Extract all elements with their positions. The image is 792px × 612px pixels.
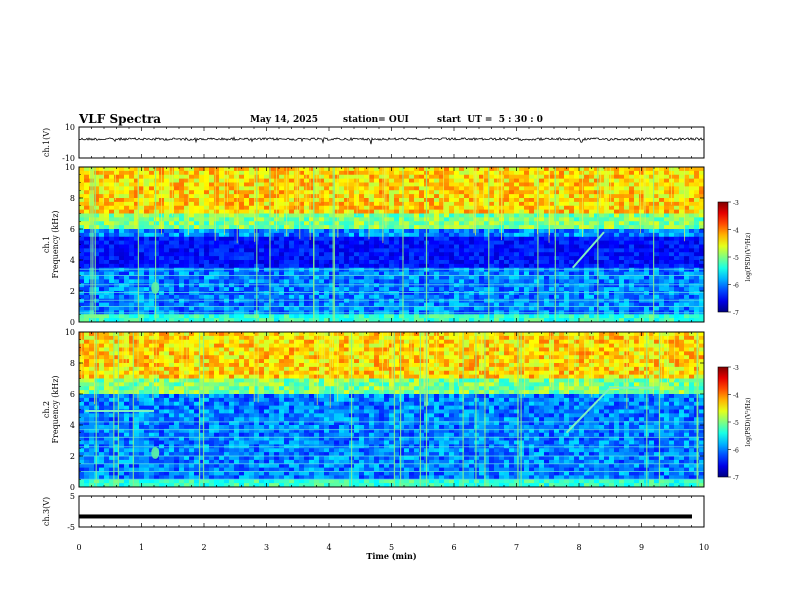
figure-title: VLF Spectra — [79, 112, 162, 126]
y-tick-label: 10 — [65, 163, 75, 172]
y-tick-label: 4 — [70, 421, 75, 430]
y-tick-label: 2 — [70, 287, 75, 296]
x-tick-label: 7 — [514, 543, 519, 552]
date-label: May 14, 2025 — [250, 115, 318, 125]
y-tick-label: -5 — [67, 523, 75, 532]
ch1-waveform — [78, 136, 705, 145]
x-tick-label: 3 — [264, 543, 269, 552]
colorbar-tick-label: -4 — [733, 393, 739, 400]
ch3-waveform-axes: 5 -5 ch.3(V) — [42, 492, 705, 532]
y-tick-label: 10 — [65, 328, 75, 337]
ch2-spectrogram-emission-blob — [151, 446, 160, 459]
ch2-spectrogram — [79, 332, 705, 488]
y-tick-label: 4 — [70, 256, 75, 265]
y-tick-label: 6 — [70, 225, 75, 234]
ch1-spectrogram-colorbar: -3 -4 -5 -6 -7 log(PSD)(V²/Hz) — [717, 200, 752, 317]
colorbar-tick-label: -6 — [733, 448, 739, 455]
y-tick-label: 0 — [70, 483, 75, 492]
x-tick-label: 8 — [576, 543, 581, 552]
x-tick-label: 6 — [451, 543, 456, 552]
y-axis-label: Frequency (kHz) — [51, 375, 60, 443]
y-axis-label: ch.3(V) — [42, 497, 51, 526]
colorbar-tick-label: -5 — [733, 420, 739, 427]
colorbar-label: log(PSD)(V²/Hz) — [745, 398, 752, 447]
x-axis: 0 1 2 3 4 5 6 7 8 9 10 Time (min) — [76, 543, 709, 561]
y-tick-label: 10 — [65, 123, 75, 132]
ch1-spectrogram — [78, 167, 705, 323]
y-tick-label: 8 — [70, 359, 75, 368]
x-tick-label: 2 — [201, 543, 206, 552]
ch2-spectrogram-axes: 0 2 4 6 8 10 ch.2 Frequency (kHz) — [42, 328, 705, 492]
ch2-spectrogram-colorbar: -3 -4 -5 -6 -7 log(PSD)(V²/Hz) — [717, 365, 752, 482]
colorbar-tick-label: -5 — [733, 255, 739, 262]
colorbar-tick-label: -3 — [733, 200, 739, 207]
x-tick-label: 1 — [139, 543, 144, 552]
y-axis-label: ch.1(V) — [42, 128, 51, 157]
channel-label: ch.1 — [42, 236, 51, 253]
colorbar-tick-label: -7 — [733, 475, 739, 482]
ch1-spectrogram-emission-blob — [151, 281, 160, 294]
colorbar-tick-label: -6 — [733, 283, 739, 290]
x-tick-label: 9 — [639, 543, 644, 552]
x-tick-label: 10 — [699, 543, 709, 552]
y-tick-label: -10 — [62, 154, 75, 163]
x-tick-label: 0 — [76, 543, 81, 552]
ch3-waveform — [79, 514, 692, 519]
y-tick-label: 5 — [70, 492, 75, 501]
ch1-spectrogram-diagonal-trace — [571, 231, 605, 269]
x-tick-label: 5 — [389, 543, 394, 552]
y-tick-label: 8 — [70, 194, 75, 203]
y-tick-label: 2 — [70, 452, 75, 461]
channel-label: ch.2 — [42, 401, 51, 418]
start-time-label: start UT = 5 : 30 : 0 — [437, 115, 543, 125]
ch1-waveform-axes: 10 -10 ch.1(V) — [42, 123, 705, 163]
ch2-spectrogram-diagonal-trace — [565, 387, 611, 434]
colorbar-label: log(PSD)(V²/Hz) — [745, 233, 752, 282]
station-label: station= OUI — [343, 115, 409, 125]
ch1-spectrogram-axes: 0 2 4 6 8 10 ch.1 Frequency (kHz) — [42, 163, 705, 327]
colorbar-tick-label: -3 — [733, 365, 739, 372]
x-tick-label: 4 — [326, 543, 331, 552]
colorbar-tick-label: -4 — [733, 228, 739, 235]
y-axis-label: Frequency (kHz) — [51, 210, 60, 278]
colorbar-tick-label: -7 — [733, 310, 739, 317]
y-tick-label: 6 — [70, 390, 75, 399]
ch1-waveform-trace — [78, 136, 705, 145]
x-axis-label: Time (min) — [366, 551, 416, 561]
ch3-waveform-trace — [79, 514, 692, 519]
y-tick-label: 0 — [70, 318, 75, 327]
